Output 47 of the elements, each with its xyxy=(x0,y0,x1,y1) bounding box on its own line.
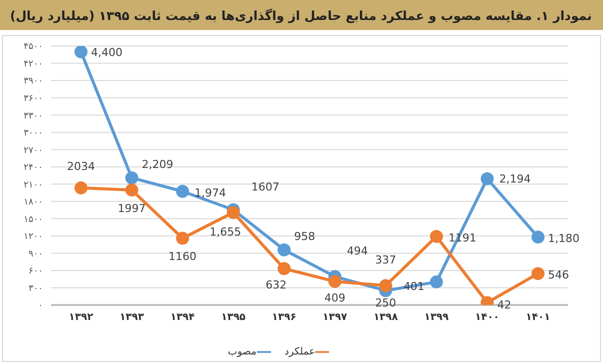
x-tick-label: ۱۳۹۸ xyxy=(373,312,398,324)
data-label: 546 xyxy=(548,268,569,282)
x-tick-label: ۱۳۹۵ xyxy=(221,312,246,324)
x-tick-label: ۱۳۹۲ xyxy=(68,312,94,324)
y-tick-label: ۱۵۰۰ xyxy=(24,214,43,225)
data-label: 4,400 xyxy=(91,46,122,59)
x-tick-label: ۱۳۹۴ xyxy=(170,312,195,324)
x-tick-label: ۱۳۹۷ xyxy=(322,312,348,324)
x-tick-label: ۱۳۹۹ xyxy=(424,312,449,324)
legend-label: عملکرد xyxy=(284,346,316,358)
y-tick-label: ۳۰۰۰ xyxy=(24,128,43,139)
data-label: 1997 xyxy=(118,202,146,216)
x-tick-label: ۱۴۰۱ xyxy=(526,312,550,324)
y-tick-label: ۲۱۰۰ xyxy=(24,180,43,190)
data-label: 1,655 xyxy=(210,226,242,239)
data-label: 250 xyxy=(375,296,396,310)
data-label: 2034 xyxy=(67,160,95,173)
y-tick-label: ۳۰۰ xyxy=(28,284,43,294)
y-tick-label: ۹۰۰ xyxy=(28,249,43,260)
data-label: 2,194 xyxy=(499,172,531,186)
data-label: 1160 xyxy=(168,250,197,264)
y-tick-label: ۰ xyxy=(38,301,43,312)
data-label: 409 xyxy=(324,291,346,304)
y-tick-label: ۳۹۰۰ xyxy=(24,76,43,87)
data-label: 2,209 xyxy=(142,158,174,171)
y-tick-label: ۱۲۰۰ xyxy=(24,232,43,242)
data-label: 1,974 xyxy=(194,186,226,200)
x-tick-label: ۱۳۹۶ xyxy=(272,312,296,324)
data-label: 1607 xyxy=(251,180,280,194)
chart-title: نمودار ۱. مقایسه مصوب و عملکرد منابع حاصل از واگذاری‌ها به قیمت ثابت ۱۳۹۵ (میلیارد ریال) xyxy=(10,8,592,22)
x-tick-label: ۱۴۰۰ xyxy=(475,312,500,324)
y-tick-label: ۲۴۰۰ xyxy=(24,163,43,174)
data-label: 632 xyxy=(266,278,287,292)
y-tick-label: ۱۸۰۰ xyxy=(24,198,43,208)
data-label: 958 xyxy=(294,230,316,243)
data-label: 494 xyxy=(346,244,368,258)
data-label: 337 xyxy=(375,254,396,267)
y-tick-label: ۳۶۰۰ xyxy=(24,94,43,104)
x-tick-label: ۱۳۹۳ xyxy=(120,312,144,324)
y-tick-label: ۳۳۰۰ xyxy=(24,111,43,122)
legend-label: مصوب xyxy=(228,346,257,358)
data-label: 42 xyxy=(497,298,512,312)
y-tick-label: ۴۲۰۰ xyxy=(24,59,43,70)
data-label: 1,180 xyxy=(548,232,580,246)
y-tick-label: ۴۵۰۰ xyxy=(24,42,43,52)
y-tick-label: ۶۰۰ xyxy=(28,266,43,277)
y-tick-label: ۲۷۰۰ xyxy=(24,146,43,156)
